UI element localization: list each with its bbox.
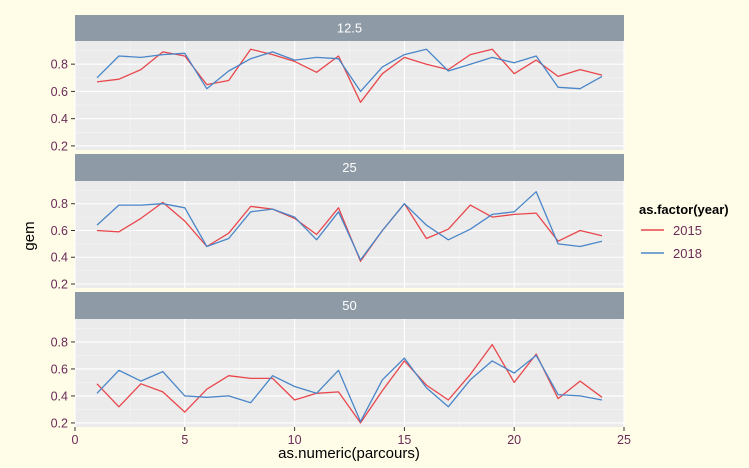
y-tick-label: 0.6 [51, 224, 68, 238]
y-axis-title: gem [21, 221, 38, 250]
panel-50: 50 0.2 0.4 0.6 0.8 [51, 292, 625, 430]
y-tick-label: 0.4 [51, 112, 68, 126]
strip-bar [75, 292, 624, 319]
legend: as.factor(year) 2015 2018 [639, 202, 729, 261]
legend-label-2015: 2015 [673, 223, 702, 238]
legend-title: as.factor(year) [639, 202, 729, 217]
panel-12.5: 12.5 0.2 0.4 0.6 0.8 [51, 15, 625, 153]
strip-label: 50 [342, 298, 356, 313]
y-tick-label: 0.2 [51, 277, 68, 291]
y-tick-label: 0.2 [51, 139, 68, 153]
panels-layer: 12.5 0.2 0.4 0.6 0.8 25 0.2 0.4 0.6 0.8 50 0.2 0.4 0.… [51, 15, 625, 430]
series-line-2018 [96, 191, 603, 261]
strip-label: 25 [342, 160, 356, 175]
x-axis-title: as.numeric(parcours) [278, 445, 420, 462]
x-tick-label: 0 [72, 433, 79, 447]
series-line-2018 [96, 354, 603, 423]
y-tick-label: 0.6 [51, 362, 68, 376]
series-line-2018 [96, 48, 603, 93]
strip-label: 12.5 [337, 21, 362, 36]
x-tick-label: 15 [397, 433, 411, 447]
y-tick-label: 0.8 [51, 335, 68, 349]
series-line-2015 [96, 48, 603, 103]
panel-25: 25 0.2 0.4 0.6 0.8 [51, 154, 625, 291]
legend-label-2018: 2018 [673, 246, 702, 261]
strip-bar [75, 15, 624, 41]
series-line-2015 [96, 343, 603, 424]
y-tick-label: 0.2 [51, 416, 68, 430]
y-tick-label: 0.8 [51, 197, 68, 211]
y-tick-label: 0.4 [51, 251, 68, 265]
y-tick-label: 0.8 [51, 58, 68, 72]
x-tick-label: 10 [288, 433, 302, 447]
y-tick-label: 0.6 [51, 85, 68, 99]
x-tick-label: 25 [617, 433, 631, 447]
x-axis: 0 5 10 15 20 25 [72, 427, 631, 447]
y-tick-label: 0.4 [51, 389, 68, 403]
x-tick-label: 5 [181, 433, 188, 447]
x-tick-label: 20 [507, 433, 521, 447]
strip-bar [75, 154, 624, 181]
